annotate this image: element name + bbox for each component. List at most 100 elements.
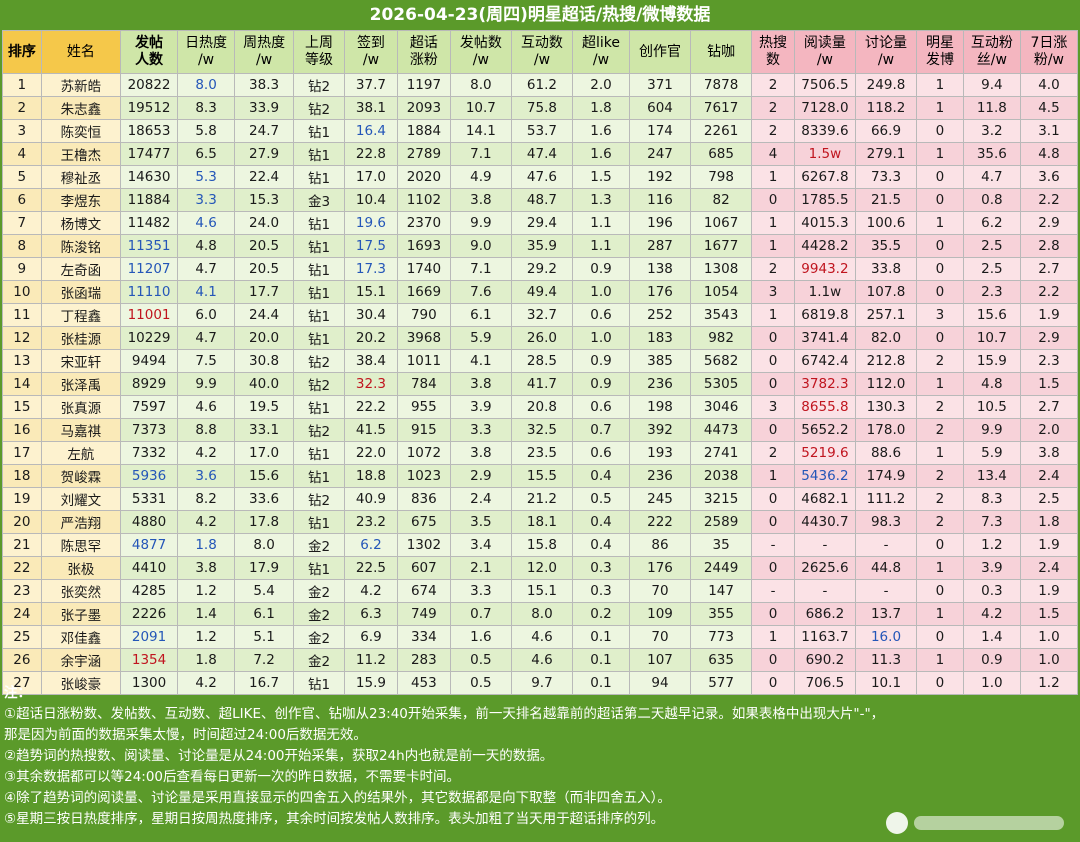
table-cell: 5436.2 <box>793 464 856 488</box>
table-cell: 钻2 <box>293 73 345 97</box>
table-cell: 249.8 <box>854 73 918 97</box>
table-cell: 7506.5 <box>793 73 856 97</box>
table-cell: 6.3 <box>343 602 398 626</box>
table-row: 9 左奇函 11207 4.7 20.5 钻1 17.3 1740 7.1 29.2 0.9 138 1… <box>2 257 1079 281</box>
table-cell: 1 <box>916 211 964 235</box>
table-cell: 4.2 <box>177 510 236 534</box>
table-row: 10 张函瑞 11110 4.1 17.7 钻1 15.1 1669 7.6 49.4 1.0 176… <box>2 280 1079 304</box>
table-cell: 8655.8 <box>793 395 856 419</box>
table-cell: 21 <box>2 533 42 557</box>
table-cell: 3.1 <box>1019 119 1079 143</box>
table-cell: 8.3 <box>962 487 1021 511</box>
notes: 注： ①超话日涨粉数、发帖数、互动数、超LIKE、创作官、钻咖从23:40开始采… <box>4 683 1076 830</box>
table-cell: 21.5 <box>854 188 918 212</box>
table-cell: 10.7 <box>962 326 1021 350</box>
table-cell: 7373 <box>120 418 179 442</box>
table-cell: 25 <box>2 625 42 649</box>
table-cell: 4428.2 <box>793 234 856 258</box>
column-header-line2: /w <box>877 52 895 68</box>
table-cell: 0.4 <box>571 464 630 488</box>
table-cell: 14 <box>2 372 42 396</box>
column-header-line2: 涨粉 <box>409 52 438 68</box>
table-cell: 1.2 <box>1019 671 1079 695</box>
table-cell: 1.0 <box>571 280 630 304</box>
column-header-line1: 签到 <box>356 35 385 51</box>
table-cell: 9.4 <box>962 73 1021 97</box>
table-cell: 1.2 <box>962 533 1021 557</box>
table-cell: 18653 <box>120 119 179 143</box>
column-header-line1: 排序 <box>7 43 36 60</box>
table-cell: 张真源 <box>40 395 122 419</box>
table-cell: 690.2 <box>793 648 856 672</box>
table-cell: 杨博文 <box>40 211 122 235</box>
table-cell: 左奇函 <box>40 257 122 281</box>
table-cell: 33.9 <box>234 96 295 120</box>
column-header-line2: 人数 <box>135 52 164 68</box>
table-cell: 283 <box>396 648 451 672</box>
table-cell: 张泽禹 <box>40 372 122 396</box>
table-cell: 2.5 <box>1019 487 1079 511</box>
table-cell: 2.2 <box>1019 188 1079 212</box>
table-cell: 21.2 <box>510 487 573 511</box>
table-cell: 245 <box>628 487 692 511</box>
table-cell: 钻1 <box>293 556 345 580</box>
table-cell: 24.0 <box>234 211 295 235</box>
table-cell: 1.5w <box>793 142 856 166</box>
table-cell: 138 <box>628 257 692 281</box>
column-header: 互动粉 丝/w <box>962 30 1021 74</box>
table-cell: 2.4 <box>1019 464 1079 488</box>
table-cell: 11001 <box>120 303 179 327</box>
table-cell: 8929 <box>120 372 179 396</box>
table-cell: 17.5 <box>343 234 398 258</box>
table-cell: 5682 <box>690 349 753 373</box>
table-cell: 14.1 <box>449 119 512 143</box>
table-cell: 32.7 <box>510 303 573 327</box>
table-cell: 2589 <box>690 510 753 534</box>
table-row: 21 陈思罕 4877 1.8 8.0 金2 6.2 1302 3.4 15.8 0.4 86 35- -… <box>2 533 1079 557</box>
table-body: 1 苏新皓 20822 8.0 38.3 钻2 37.7 1197 8.0 61.2 2.0 371 7… <box>2 73 1079 695</box>
column-header-line1: 热搜 <box>759 35 788 51</box>
table-cell: 9.9 <box>962 418 1021 442</box>
table-cell: 3.6 <box>1019 165 1079 189</box>
table-cell: 147 <box>690 579 753 603</box>
table-cell: 174 <box>628 119 692 143</box>
table-cell: 4682.1 <box>793 487 856 511</box>
table-cell: 607 <box>396 556 451 580</box>
table-cell: 3 <box>751 395 795 419</box>
table-cell: 12 <box>2 326 42 350</box>
table-cell: 1.0 <box>1019 648 1079 672</box>
table-cell: 0 <box>916 280 964 304</box>
table-cell: 4410 <box>120 556 179 580</box>
table-cell: 1 <box>751 234 795 258</box>
table-cell: 7.1 <box>449 142 512 166</box>
table-cell: 24 <box>2 602 42 626</box>
table-cell: 0.4 <box>571 533 630 557</box>
column-header: 日热度/w <box>177 30 236 74</box>
column-header: 互动数/w <box>510 30 573 74</box>
table-cell: 李煜东 <box>40 188 122 212</box>
column-header-line2: /w <box>472 52 489 68</box>
table-cell: 0.3 <box>571 579 630 603</box>
table-cell: 1884 <box>396 119 451 143</box>
table-cell: 张峻豪 <box>40 671 122 695</box>
table-cell: 32.5 <box>510 418 573 442</box>
table-cell: 30.4 <box>343 303 398 327</box>
table-cell: 张子墨 <box>40 602 122 626</box>
table-row: 4 王橹杰 17477 6.5 27.9 钻1 22.8 2789 7.1 47.4 1.6 247 6… <box>2 142 1079 166</box>
table-cell: 5.9 <box>962 441 1021 465</box>
column-header-line2: 发博 <box>925 52 954 68</box>
table-cell: 19512 <box>120 96 179 120</box>
table-cell: 35.9 <box>510 234 573 258</box>
table-cell: 0.7 <box>449 602 512 626</box>
table-row: 27 张峻豪 1300 4.2 16.7 钻1 15.9 453 0.5 9.7 0.1 94 577 0… <box>2 671 1079 695</box>
table-row: 1 苏新皓 20822 8.0 38.3 钻2 37.7 1197 8.0 61.2 2.0 371 7… <box>2 73 1079 97</box>
table-cell: 955 <box>396 395 451 419</box>
table-cell: 1.0 <box>962 671 1021 695</box>
table-cell: 8.3 <box>177 96 236 120</box>
table-cell: 100.6 <box>854 211 918 235</box>
table-cell: 张函瑞 <box>40 280 122 304</box>
table-cell: 236 <box>628 464 692 488</box>
table-cell: 2 <box>751 257 795 281</box>
watermark-bar <box>914 816 1064 830</box>
table-cell: 773 <box>690 625 753 649</box>
